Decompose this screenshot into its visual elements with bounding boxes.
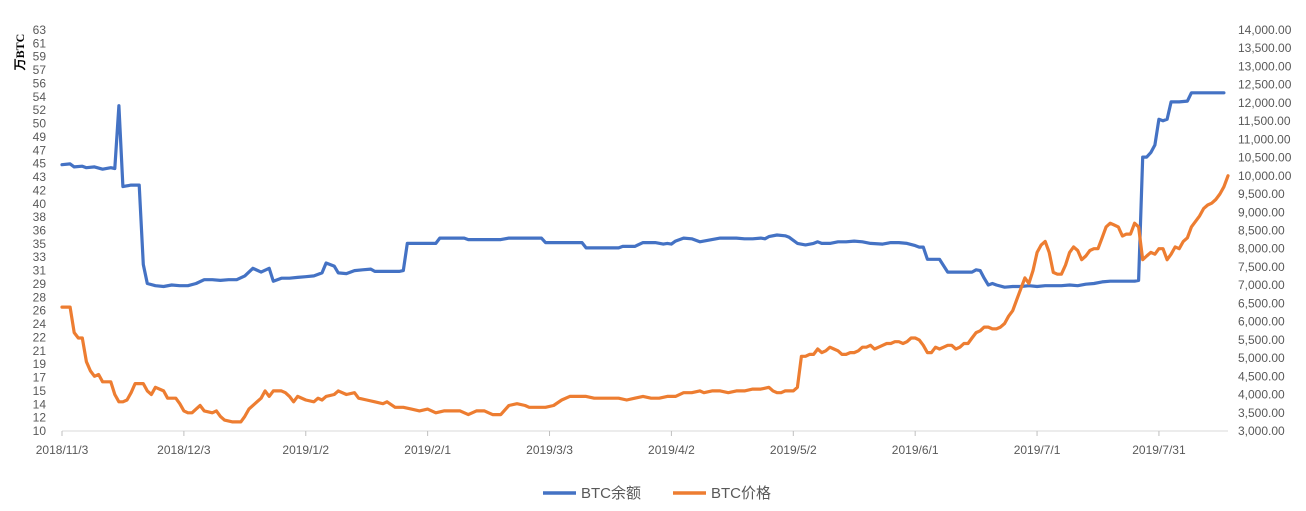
right-tick-label: 7,000.00: [1238, 278, 1285, 292]
right-tick-label: 13,000.00: [1238, 59, 1292, 73]
left-tick-label: 14: [33, 397, 47, 411]
right-tick-label: 12,000.00: [1238, 96, 1292, 110]
right-tick-label: 10,000.00: [1238, 169, 1292, 183]
left-tick-label: 24: [33, 317, 47, 331]
left-tick-label: 38: [33, 210, 47, 224]
left-tick-label: 47: [33, 143, 47, 157]
left-tick-label: 61: [33, 36, 47, 50]
left-tick-label: 35: [33, 237, 47, 251]
left-tick-label: 29: [33, 277, 47, 291]
left-tick-label: 21: [33, 344, 47, 358]
left-tick-label: 43: [33, 170, 47, 184]
x-tick-label: 2019/3/3: [526, 443, 573, 457]
right-tick-label: 9,500.00: [1238, 187, 1285, 201]
right-tick-label: 3,500.00: [1238, 406, 1285, 420]
left-tick-label: 33: [33, 250, 47, 264]
right-tick-label: 4,000.00: [1238, 388, 1285, 402]
left-tick-label: 40: [33, 197, 47, 211]
left-tick-label: 57: [33, 63, 47, 77]
right-tick-label: 6,500.00: [1238, 296, 1285, 310]
left-tick-label: 49: [33, 130, 47, 144]
right-tick-label: 6,000.00: [1238, 315, 1285, 329]
left-tick-label: 50: [33, 117, 47, 131]
right-tick-label: 5,500.00: [1238, 333, 1285, 347]
x-tick-label: 2019/1/2: [282, 443, 329, 457]
left-tick-label: 52: [33, 103, 47, 117]
left-tick-label: 54: [33, 90, 47, 104]
x-tick-label: 2018/11/3: [36, 443, 89, 457]
series-line-btc-price: [60, 174, 1230, 424]
left-tick-label: 15: [33, 384, 47, 398]
left-tick-label: 56: [33, 76, 47, 90]
left-tick-label: 19: [33, 357, 47, 371]
right-tick-label: 11,000.00: [1238, 132, 1291, 146]
right-tick-label: 12,500.00: [1238, 78, 1292, 92]
right-tick-label: 9,000.00: [1238, 205, 1285, 219]
right-axis-ticks: 3,000.00 3,500.00 4,000.00 4,500.00 5,000.00…: [1238, 23, 1292, 438]
right-tick-label: 8,000.00: [1238, 242, 1285, 256]
legend-item: BTC价格: [673, 485, 771, 502]
right-tick-label: 14,000.00: [1238, 23, 1292, 37]
x-axis-ticks: 2018/11/3 2018/12/3 2019/1/2 2019/2/1 2019/3…: [36, 431, 1186, 457]
left-tick-label: 45: [33, 157, 47, 171]
x-tick-label: 2019/7/1: [1014, 443, 1061, 457]
left-tick-label: 17: [33, 371, 47, 385]
right-tick-label: 3,000.00: [1238, 424, 1285, 438]
legend-item: BTC余额: [543, 484, 641, 502]
right-tick-label: 7,500.00: [1238, 260, 1285, 274]
right-tick-label: 11,500.00: [1238, 114, 1291, 128]
legend: BTC余额 BTC价格: [543, 484, 771, 502]
left-tick-label: 28: [33, 290, 47, 304]
right-tick-label: 5,000.00: [1238, 351, 1285, 365]
right-tick-label: 4,500.00: [1238, 369, 1285, 383]
x-tick-label: 2018/12/3: [157, 443, 211, 457]
left-tick-label: 26: [33, 304, 47, 318]
left-axis-unit-label: 万BTC: [13, 34, 27, 72]
series-lines: [60, 91, 1230, 424]
x-tick-label: 2019/4/2: [648, 443, 695, 457]
left-tick-label: 12: [33, 411, 47, 425]
left-tick-label: 42: [33, 183, 47, 197]
right-tick-label: 13,500.00: [1238, 41, 1292, 55]
right-tick-label: 10,500.00: [1238, 151, 1292, 165]
right-tick-label: 8,500.00: [1238, 224, 1285, 238]
left-tick-label: 59: [33, 50, 47, 64]
left-tick-label: 10: [33, 424, 47, 438]
series-line-btc-balance: [60, 91, 1226, 289]
left-tick-label: 36: [33, 224, 47, 238]
left-tick-label: 63: [33, 23, 47, 37]
left-axis-ticks: 1012141517192122242628293133353638404243…: [33, 23, 47, 438]
x-tick-label: 2019/7/31: [1132, 443, 1186, 457]
x-tick-label: 2019/2/1: [404, 443, 451, 457]
x-tick-label: 2019/6/1: [892, 443, 939, 457]
legend-label: BTC价格: [711, 485, 771, 502]
x-tick-label: 2019/5/2: [770, 443, 817, 457]
left-tick-label: 31: [33, 264, 47, 278]
legend-label: BTC余额: [581, 484, 641, 502]
left-tick-label: 22: [33, 330, 47, 344]
